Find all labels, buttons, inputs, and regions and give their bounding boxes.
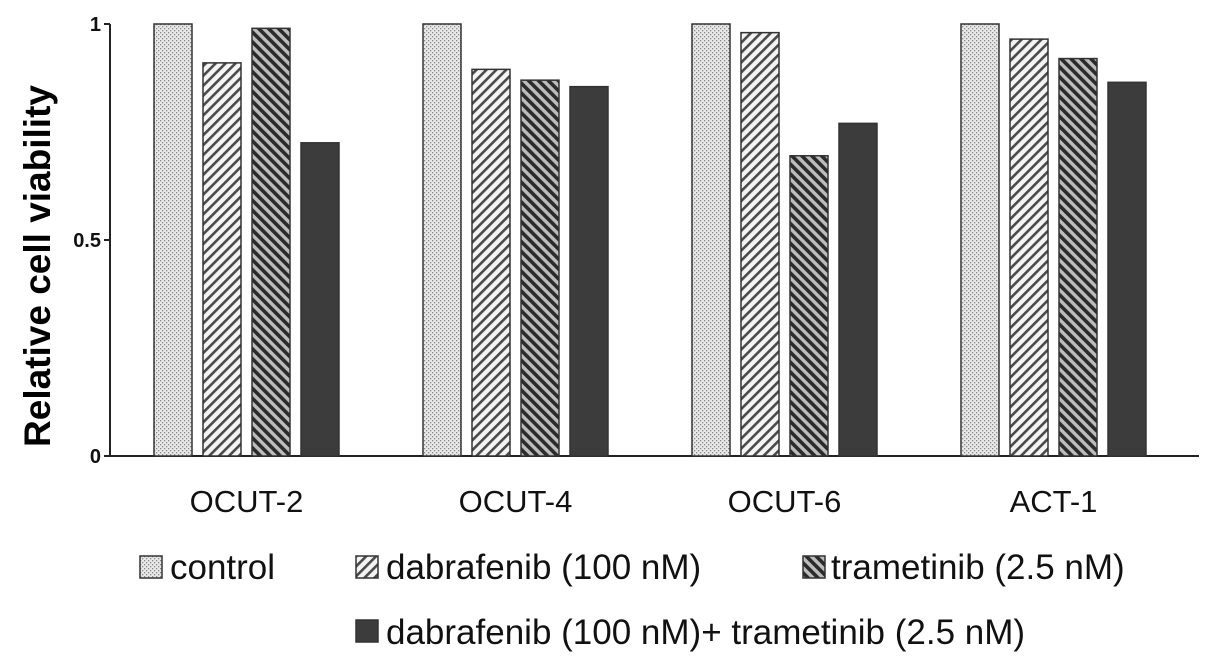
category-labels: OCUT-2 OCUT-4 OCUT-6 ACT-1 — [190, 484, 1098, 519]
legend-swatch-trametinib — [802, 555, 826, 579]
bar-act-1-series-4 — [1107, 81, 1147, 457]
bar-ocut-6-series-2 — [740, 31, 780, 457]
legend-swatch-combination — [355, 619, 379, 643]
legend-swatch-control — [139, 555, 163, 579]
bar-ocut-6-series-4 — [838, 122, 878, 457]
y-axis-label: Relative cell viability — [17, 85, 58, 447]
category-label-ocut-4: OCUT-4 — [459, 484, 573, 519]
legend-swatch-dabrafenib — [355, 555, 379, 579]
y-tick-label: 0.5 — [73, 230, 101, 252]
bar-ocut-2-series-3 — [251, 27, 291, 457]
bar-ocut-4-series-1 — [422, 23, 462, 457]
legend-item-combination: dabrafenib (100 nM)+ trametinib (2.5 nM) — [355, 613, 1025, 652]
legend-label-control: control — [170, 548, 275, 587]
legend-label-combination: dabrafenib (100 nM)+ trametinib (2.5 nM) — [386, 613, 1025, 652]
bar-ocut-6-series-3 — [789, 155, 829, 457]
category-label-act-1: ACT-1 — [1010, 484, 1098, 519]
legend: control dabrafenib (100 nM) trametinib (… — [139, 548, 1125, 652]
bar-act-1-series-3 — [1058, 57, 1098, 457]
category-label-ocut-6: OCUT-6 — [728, 484, 842, 519]
bar-ocut-2-series-2 — [202, 62, 242, 457]
y-ticks: 00.51 — [73, 14, 110, 468]
bar-act-1-series-1 — [960, 23, 1000, 457]
bar-ocut-6-series-1 — [691, 23, 731, 457]
bar-ocut-2-series-1 — [153, 23, 193, 457]
legend-item-control: control — [139, 548, 275, 587]
bar-ocut-4-series-4 — [569, 85, 609, 457]
bar-ocut-2-series-4 — [300, 142, 340, 457]
legend-label-dabrafenib: dabrafenib (100 nM) — [386, 548, 701, 587]
bar-act-1-series-2 — [1009, 38, 1049, 457]
y-tick-label: 1 — [90, 14, 101, 36]
legend-item-dabrafenib: dabrafenib (100 nM) — [355, 548, 701, 587]
y-tick-label: 0 — [90, 446, 101, 468]
legend-item-trametinib: trametinib (2.5 nM) — [802, 548, 1125, 587]
bars — [153, 23, 1147, 457]
bar-ocut-4-series-2 — [471, 68, 511, 457]
category-label-ocut-2: OCUT-2 — [190, 484, 304, 519]
legend-label-trametinib: trametinib (2.5 nM) — [831, 548, 1125, 587]
bar-ocut-4-series-3 — [520, 79, 560, 457]
